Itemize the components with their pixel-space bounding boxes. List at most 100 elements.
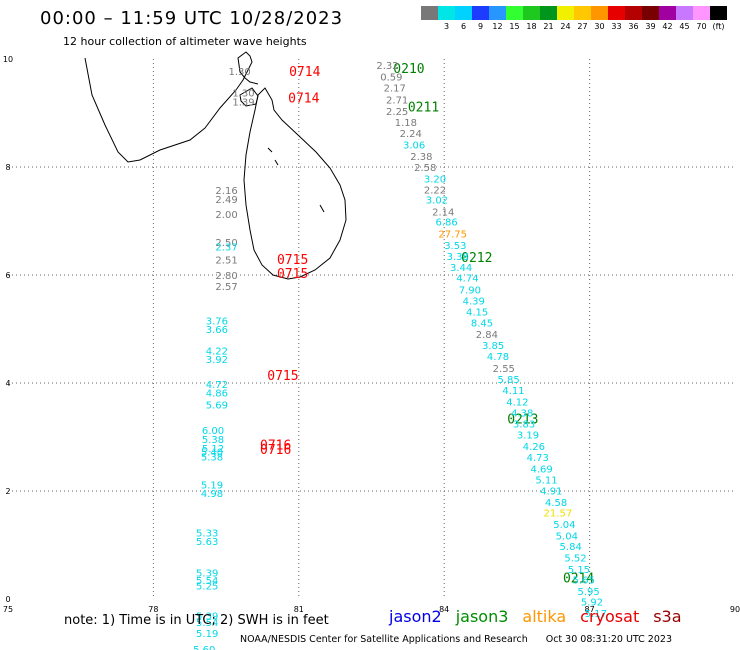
pass-time-label: 0211 [408, 101, 439, 116]
wave-height-value: 3.53 [444, 241, 466, 252]
wave-height-value: 5.11 [535, 476, 557, 487]
wave-height-value: 5.65 [573, 576, 595, 587]
wave-height-value: 4.12 [506, 397, 528, 408]
legend-label: 9 [477, 22, 484, 31]
credit-line: NOAA/NESDIS Center for Satellite Applica… [240, 634, 672, 645]
legend-swatch [506, 6, 523, 20]
wave-height-value: 8.45 [471, 319, 493, 330]
wave-height-value: 2.58 [414, 163, 436, 174]
legend-swatch [421, 6, 438, 20]
wave-height-value: 6.86 [435, 218, 457, 229]
legend-swatch [693, 6, 710, 20]
legend-item [421, 6, 438, 32]
wave-height-value: 5.04 [556, 531, 578, 542]
chart-title: 00:00 – 11:59 UTC 10/28/2023 [40, 8, 344, 29]
wave-height-value: 5.84 [560, 542, 582, 553]
pass-time-label: 0715 [277, 267, 308, 282]
legend-item: 27 [574, 6, 591, 32]
legend-item: 70 [693, 6, 710, 32]
wave-height-value: 3.44 [450, 263, 472, 274]
wave-height-value: 3.66 [206, 325, 228, 336]
wave-height-value: 4.38 [511, 409, 533, 420]
wave-height-value: 0.59 [380, 72, 402, 83]
jaffna-islands [239, 87, 325, 213]
legend-label: 18 [526, 22, 537, 31]
legend-item: 12 [489, 6, 506, 32]
pass-time-label: 0716 [260, 443, 291, 458]
legend-label: 24 [560, 22, 571, 31]
wave-height-value: 1.18 [395, 118, 417, 129]
legend-item: (ft) [710, 6, 727, 32]
wave-height-value: 27.75 [438, 229, 467, 240]
wave-height-value: 4.22 [206, 347, 228, 358]
pass-time-label: 0212 [461, 251, 492, 266]
pass-time-label: 0714 [288, 91, 319, 106]
pass-time-label: 0210 [393, 62, 424, 77]
wave-height-value: 5.39 [196, 612, 218, 623]
wave-height-value: 3.83 [513, 420, 535, 431]
wave-height-value: 3.85 [482, 341, 504, 352]
x-tick-label: 87 [585, 605, 595, 614]
legend-swatch [540, 6, 557, 20]
wave-height-value: 2.17 [384, 84, 406, 95]
y-tick-label: 8 [5, 163, 10, 172]
wave-height-value: 5.17 [585, 609, 607, 620]
wave-height-value: 7.90 [459, 286, 481, 297]
wave-height-value: 5.19 [201, 481, 223, 492]
legend-swatch [557, 6, 574, 20]
map-grid [8, 59, 735, 599]
legend-label: 33 [611, 22, 622, 31]
wave-height-value: 2.57 [215, 282, 237, 293]
wave-height-value: 2.00 [215, 210, 237, 221]
wave-height-value: 5.12 [202, 444, 224, 455]
legend-item: 3 [438, 6, 455, 32]
wave-height-value: 2.32 [376, 61, 398, 72]
wave-height-value: 5.39 [196, 569, 218, 580]
wave-height-value: 5.85 [498, 375, 520, 386]
wave-height-value: 4.15 [466, 308, 488, 319]
legend-item: 6 [455, 6, 472, 32]
legend-swatch [523, 6, 540, 20]
india-coast [84, 51, 259, 163]
legend-swatch [710, 6, 727, 20]
wave-height-value: 21.57 [544, 509, 573, 520]
wave-height-value: 5.95 [577, 587, 599, 598]
satellite-name: cryosat [580, 607, 640, 626]
pass-time-label: 0715 [267, 369, 298, 384]
pass-times: 0714071407150715071507160716021002110212… [260, 62, 594, 586]
legend-swatch [438, 6, 455, 20]
axis-labels: 75 78 81 84 87 90 0 2 4 6 8 10 [3, 55, 740, 614]
sri-lanka-coast [243, 87, 347, 280]
wave-height-value: 5.60 [193, 645, 215, 650]
pass-time-label: 0213 [507, 413, 538, 428]
legend-item: 45 [676, 6, 693, 32]
wave-height-value: 3.19 [517, 430, 539, 441]
y-tick-label: 2 [5, 487, 10, 496]
wave-height-value: 3.02 [426, 195, 448, 206]
legend-item: 21 [540, 6, 557, 32]
x-tick-label: 75 [3, 605, 13, 614]
wave-height-value: 2.37 [215, 242, 237, 253]
x-tick-label: 90 [730, 605, 740, 614]
wave-height-value: 5.38 [201, 452, 223, 463]
generated-timestamp: Oct 30 08:31:20 UTC 2023 [545, 634, 672, 645]
wave-height-value: 5.54 [196, 576, 218, 587]
wave-height-value: 3.38 [447, 252, 469, 263]
wave-height-value: 3.06 [403, 140, 425, 151]
pass-time-label: 0716 [260, 439, 291, 454]
y-tick-label: 10 [3, 55, 13, 64]
wave-height-value: 5.54 [196, 618, 218, 629]
wave-height-value: 4.26 [523, 442, 545, 453]
wave-height-value: 2.22 [424, 186, 446, 197]
wave-height-value: 5.19 [196, 629, 218, 640]
legend-label: 12 [492, 22, 503, 31]
wave-height-value: 2.25 [386, 107, 408, 118]
wave-height-value: 1.30 [232, 88, 254, 99]
satellite-name: altika [522, 607, 567, 626]
credit-text: NOAA/NESDIS Center for Satellite Applica… [240, 634, 528, 645]
legend-label: 15 [509, 22, 520, 31]
legend-swatch [472, 6, 489, 20]
wave-height-value: 1.30 [229, 67, 251, 78]
y-tick-label: 0 [5, 595, 10, 604]
